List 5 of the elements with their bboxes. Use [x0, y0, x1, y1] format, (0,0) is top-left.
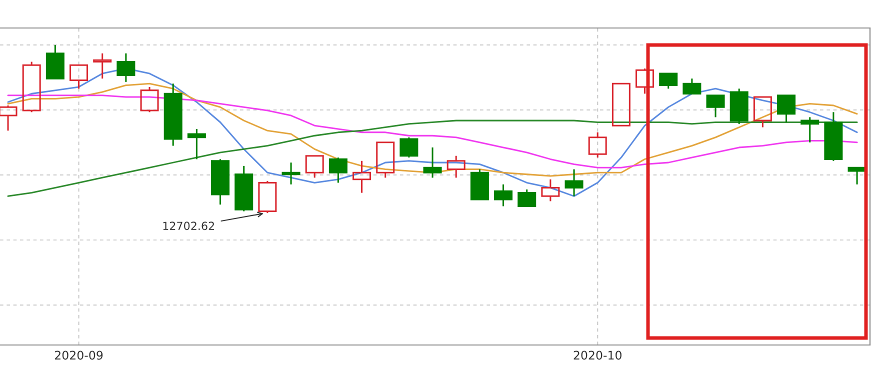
x-tick-label: 2020-09: [54, 350, 103, 360]
x-tick-label: 2020-10: [574, 350, 622, 360]
candlestick: [352, 160, 372, 194]
candlestick: [282, 162, 300, 186]
text: 12702.62: [163, 222, 214, 230]
